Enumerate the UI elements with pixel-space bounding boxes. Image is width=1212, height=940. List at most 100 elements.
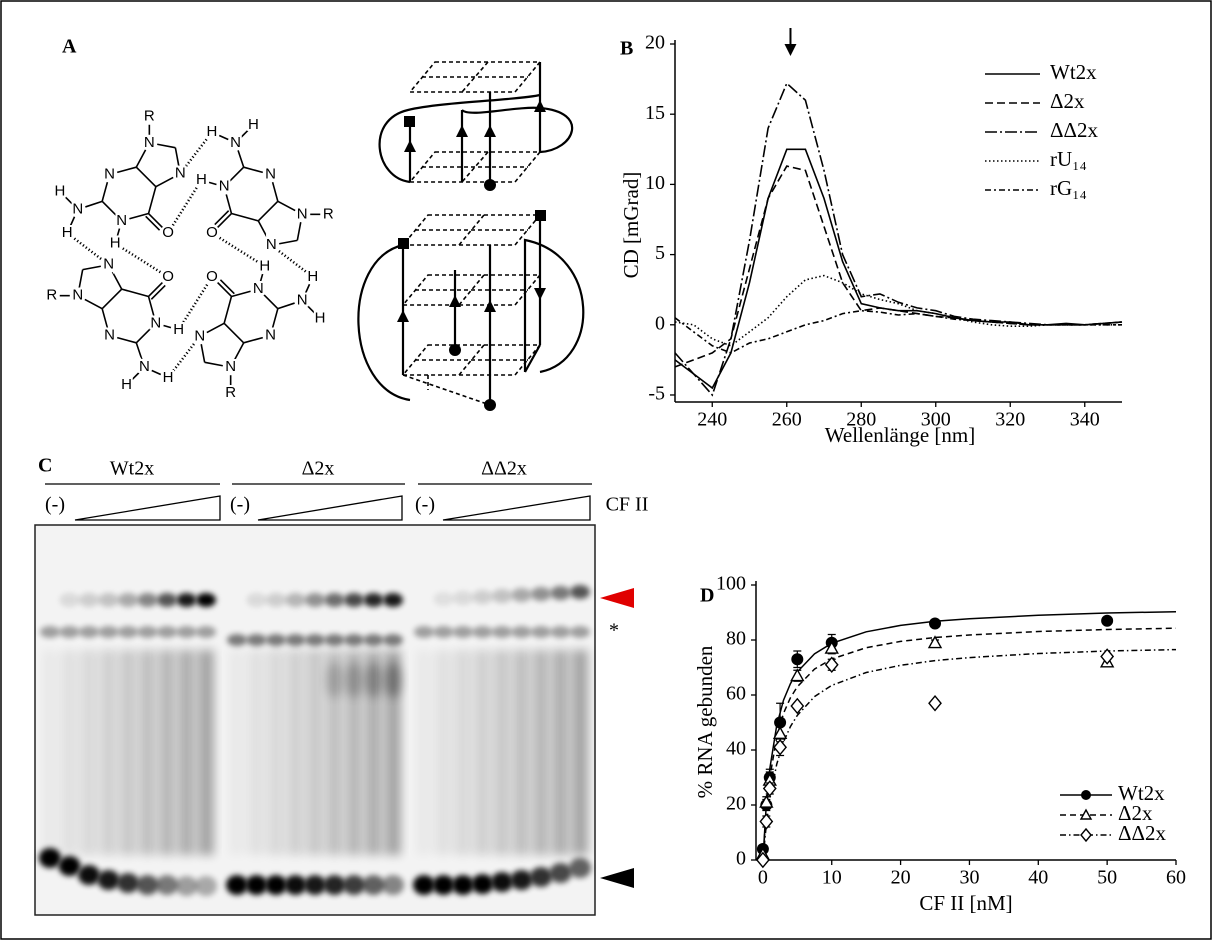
tetrad [401,274,542,306]
y-tick-label: 100 [716,573,746,595]
band-complex [157,593,177,607]
atom-label: N [219,178,230,195]
band-intermediate [511,626,532,638]
panel-label: D [700,585,714,607]
smear [474,650,491,855]
bond [206,322,225,334]
atom-label: H [110,235,121,252]
smear [198,650,214,855]
band-complex [305,593,325,607]
data-line [674,274,1122,347]
bond [147,212,163,228]
data-point [773,738,788,756]
band-intermediate [570,626,590,638]
band-complex [383,593,403,607]
band-free [284,875,307,895]
atom-label: H [196,171,207,188]
bond [111,271,123,290]
smear [385,650,401,855]
panel-label: C [38,455,52,477]
band-complex [285,593,306,607]
bond [277,200,296,212]
x-tick-label: 40 [1028,867,1048,889]
smear [416,650,432,855]
band-free [136,875,159,895]
band-complex [570,585,590,599]
bond [174,147,180,166]
bond [223,322,245,344]
x-tick-label: 300 [921,409,951,431]
atom-label: N [104,326,115,343]
band-intermediate [176,626,197,638]
band-intermediate [492,626,512,638]
legend-label: Wt2x [1050,60,1097,84]
band-intermediate [383,634,403,646]
bond [147,296,155,316]
topology-antiparallel [357,210,585,411]
y-tick-label: 0 [736,848,746,870]
fit-line [762,627,1177,861]
control-label: (-) [415,494,435,516]
atom-label: H [173,321,184,338]
atom-label: H [259,257,270,274]
atom-label: N [194,327,205,344]
band-free [382,875,404,895]
bond [84,298,103,310]
y-axis-title: % RNA gebunden [693,645,717,798]
band-free [304,875,326,895]
bond [277,302,295,310]
band-complex [98,593,119,607]
atom-label: O [162,224,174,241]
band-free [97,870,120,890]
smear [81,650,97,855]
smear [42,650,58,855]
bond [151,369,162,376]
bond [163,324,172,329]
band-free [323,875,346,895]
bond [240,129,249,138]
smear [346,650,362,855]
band-complex [59,593,80,607]
smear [533,650,549,855]
bond [135,149,147,168]
data-point [790,668,805,682]
smear [307,650,323,855]
band-intermediate [472,626,493,638]
group-label: Δ2x [302,458,335,480]
atom-label: N [230,134,241,151]
band-complex [79,593,99,607]
smear [100,650,117,855]
bond [214,210,230,226]
x-tick-label: 280 [846,409,876,431]
band-free [413,875,435,895]
band-free [117,873,139,893]
y-tick-label: 60 [726,683,746,705]
smear [552,650,569,855]
bond [69,216,76,227]
smear [455,650,471,855]
legend-label: rG₁₄ [1050,176,1087,200]
bond [157,143,176,149]
atom-label: O [206,224,218,241]
data-point [929,617,942,630]
bond [279,239,298,245]
data-point [1101,614,1114,627]
legend-label: rU₁₄ [1050,147,1087,171]
band-complex [550,586,571,600]
atom-label: N [72,287,83,304]
bond [271,182,279,202]
atom-label: N [144,134,155,151]
control-label: (-) [45,494,65,516]
band-complex [196,593,216,607]
bond [131,372,140,381]
band-free [432,875,455,895]
bond [304,283,311,294]
band-free [343,875,365,895]
smear [435,650,452,855]
band-intermediate [227,634,247,646]
atom-label: N [266,236,277,253]
bond [218,134,229,141]
strand-end [484,399,496,411]
legend-label: Δ2x [1118,801,1153,825]
